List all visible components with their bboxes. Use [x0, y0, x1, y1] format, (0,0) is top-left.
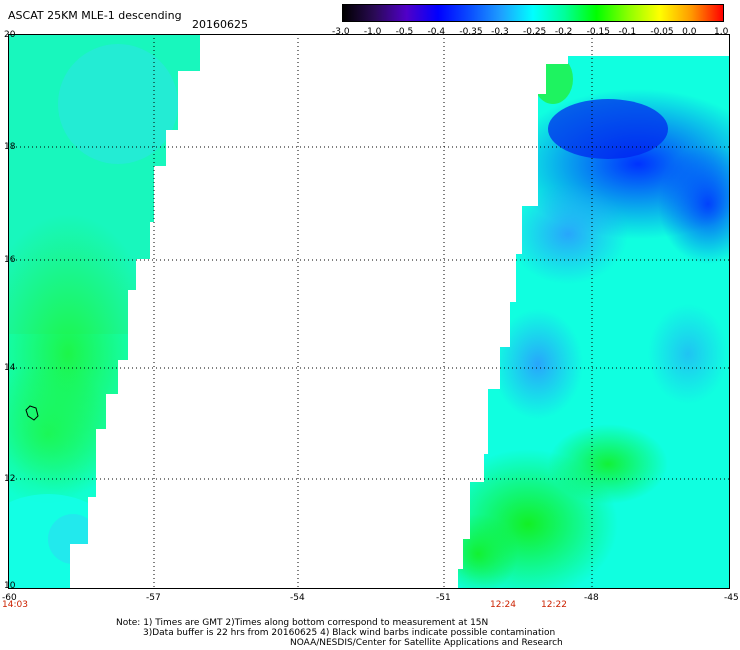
x-tick-label: -51 — [436, 593, 451, 603]
y-tick-label: 14 — [4, 363, 16, 373]
colorbar-tick-label: -0.15 — [586, 27, 610, 37]
map-title: ASCAT 25KM MLE-1 descending — [8, 9, 182, 22]
colorbar-tick-label: -0.05 — [650, 27, 674, 37]
colorbar — [342, 4, 724, 22]
colorbar-tick-label: -1.0 — [363, 27, 382, 37]
colorbar-tick-label: -0.5 — [395, 27, 414, 37]
colorbar-tick-label: -3.0 — [332, 27, 350, 37]
x-tick-label: -60 — [2, 593, 17, 603]
note-line-2: 3)Data buffer is 22 hrs from 20160625 4)… — [143, 628, 556, 638]
colorbar-tick-label: -0.4 — [427, 27, 446, 37]
map-frame — [8, 34, 730, 589]
colorbar-tick-label: 0.0 — [682, 27, 697, 37]
pass-time-label: 12:24 — [490, 600, 516, 610]
colorbar-tick-label: -0.35 — [459, 27, 483, 37]
y-tick-label: 10 — [4, 581, 16, 591]
map-plot — [8, 34, 730, 589]
x-tick-label: -48 — [584, 593, 599, 603]
left-swath — [8, 34, 200, 589]
right-swath — [458, 56, 730, 589]
y-tick-label: 16 — [4, 255, 16, 265]
y-tick-label: 20 — [4, 30, 16, 40]
grid-lines — [8, 34, 730, 589]
map-svg — [8, 34, 730, 589]
colorbar-tick-label: -0.3 — [491, 27, 509, 37]
x-tick-label: -57 — [146, 593, 161, 603]
y-tick-label: 12 — [4, 474, 16, 484]
pass-time-label: 14:03 — [2, 600, 28, 610]
note-line-3: NOAA/NESDIS/Center for Satellite Applica… — [290, 638, 563, 648]
map-date: 20160625 — [192, 18, 248, 31]
colorbar-tick-label: -0.2 — [554, 27, 573, 37]
island-outline — [25, 405, 39, 421]
pass-time-label: 12:22 — [541, 600, 567, 610]
note-line-1: Note: 1) Times are GMT 2)Times along bot… — [116, 618, 489, 628]
colorbar-tick-label: -0.25 — [523, 27, 547, 37]
colorbar-tick-label: 1.0 — [714, 27, 729, 37]
x-tick-label: -54 — [290, 593, 305, 603]
colorbar-tick-label: -0.1 — [618, 27, 637, 37]
x-tick-label: -45 — [724, 593, 739, 603]
y-tick-label: 18 — [4, 142, 16, 152]
